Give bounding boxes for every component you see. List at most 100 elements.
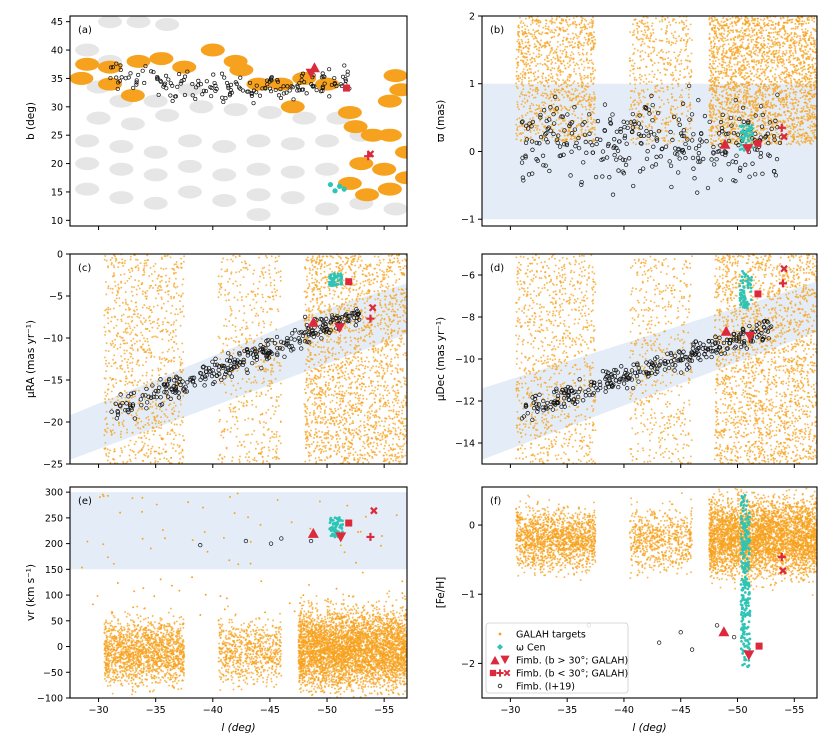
galah-target-point [651, 70, 654, 73]
galah-target-point [572, 46, 575, 49]
fimb-i19-point [554, 137, 560, 142]
fimb-i19-point [766, 140, 771, 146]
galah-target-point [120, 408, 123, 411]
galah-target-point [741, 31, 744, 34]
galah-target-point [798, 133, 801, 136]
fimb-i19-point [557, 144, 563, 149]
galah-target-point [748, 42, 750, 45]
galah-field [280, 100, 305, 114]
galah-target-point [690, 69, 693, 71]
galah-target-point [538, 55, 541, 58]
galah-target-point [167, 460, 170, 462]
galah-target-point [542, 104, 545, 107]
galah-target-point [534, 133, 537, 135]
galah-target-point [629, 59, 632, 62]
galah-target-point [557, 34, 560, 37]
galah-target-point [521, 52, 524, 55]
galah-target-point [755, 108, 758, 110]
fimb-i19-point [612, 152, 617, 158]
galah-target-point [762, 95, 765, 98]
fimb-i19-point [602, 128, 607, 134]
fimb-i19-point [544, 131, 549, 136]
galah-target-point [685, 25, 688, 28]
galah-target-point [630, 64, 633, 67]
omega-cen-point [327, 181, 334, 188]
galah-target-point [533, 19, 536, 22]
galah-target-point [770, 23, 773, 26]
fimb-i19-point [654, 136, 659, 141]
galah-target-point [528, 64, 531, 67]
galah-target-point [799, 124, 802, 127]
galah-target-point [812, 36, 815, 39]
galah-target-point [535, 23, 538, 25]
galah-target-point [755, 44, 758, 47]
galah-target-point [579, 26, 582, 29]
galah-target-point [735, 29, 737, 32]
fimb-i19-point [607, 175, 612, 180]
galah-target-point [104, 349, 107, 352]
galah-target-point [579, 77, 582, 80]
galah-target-point [519, 16, 521, 19]
galah-target-point [788, 94, 791, 97]
galah-target-point [806, 76, 809, 79]
fimb-i19-point [267, 79, 272, 84]
galah-target-point [783, 52, 785, 55]
galah-target-point [764, 142, 767, 145]
galah-target-point [519, 43, 522, 46]
galah-target-point [640, 89, 643, 92]
galah-target-point [178, 433, 181, 436]
galah-target-point [751, 121, 754, 124]
galah-target-point [593, 99, 596, 102]
galah-target-point [779, 101, 782, 104]
galah-target-point [553, 21, 556, 24]
galah-target-point [520, 92, 522, 95]
galah-target-point [782, 72, 785, 75]
galah-target-point [800, 133, 803, 136]
fimb-i19-point [718, 119, 724, 125]
galah-target-point [122, 264, 125, 267]
galah-target-point [179, 403, 182, 406]
galah-target-point [757, 29, 760, 32]
galah-target-point [777, 51, 780, 54]
galah-target-point [574, 135, 577, 138]
omega-cen-point [751, 131, 754, 134]
galah-target-point [543, 42, 546, 45]
galah-target-point [566, 94, 569, 97]
galah-target-point [760, 94, 763, 97]
galah-target-point [786, 110, 789, 113]
galah-target-point [655, 17, 657, 20]
galah-target-point [758, 59, 760, 62]
fimb-i19-point [108, 76, 113, 81]
galah-target-point [794, 80, 797, 83]
galah-target-point [683, 23, 686, 26]
galah-target-point [795, 33, 797, 36]
survey-field [143, 196, 168, 210]
galah-target-point [633, 76, 636, 79]
galah-target-point [534, 71, 537, 74]
galah-target-point [732, 103, 734, 106]
galah-target-point [522, 105, 525, 108]
galah-target-point [746, 107, 749, 110]
fimb-i19-point [690, 138, 695, 143]
galah-target-point [746, 17, 749, 20]
galah-target-point [149, 403, 152, 406]
galah-target-point [650, 34, 653, 37]
galah-target-point [585, 53, 588, 56]
galah-target-point [712, 60, 715, 63]
galah-target-point [542, 125, 545, 128]
galah-target-point [580, 129, 582, 131]
galah-target-point [661, 18, 664, 21]
galah-target-point [760, 47, 763, 50]
galah-target-point [709, 23, 712, 26]
galah-target-point [559, 43, 562, 46]
galah-target-point [789, 51, 791, 54]
galah-target-point [661, 20, 664, 23]
galah-target-point [664, 123, 667, 126]
galah-target-point [179, 399, 182, 402]
galah-target-point [737, 30, 739, 33]
galah-target-point [534, 96, 537, 99]
galah-target-point [549, 30, 552, 33]
galah-target-point [539, 20, 542, 23]
galah-target-point [712, 110, 715, 113]
galah-target-point [141, 290, 144, 293]
